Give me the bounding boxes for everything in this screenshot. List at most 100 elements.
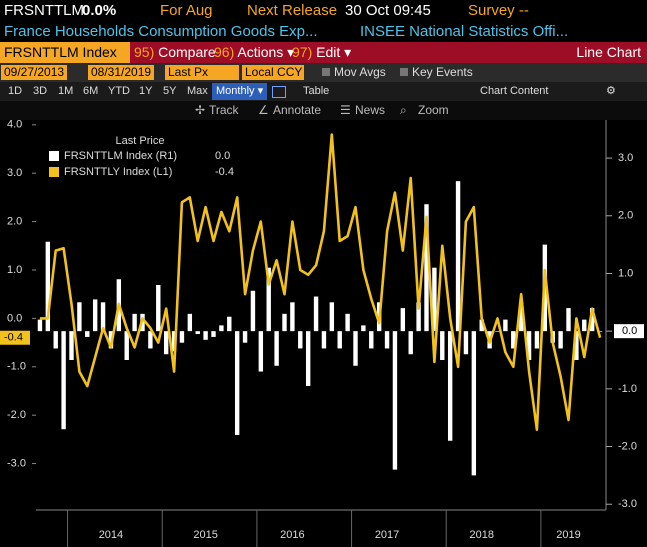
legend-label: FRSNTTLY Index (L1) [64, 166, 172, 178]
start-date[interactable]: 09/27/2013 [1, 65, 68, 80]
bar [148, 331, 153, 349]
last-value-label: -0.4 [4, 332, 23, 344]
menu-label: Compare [158, 44, 216, 60]
y-tick-label: 3.0 [7, 167, 22, 179]
tool-icon: ☰ [340, 103, 351, 117]
bar [440, 331, 445, 360]
x-tick-label: 2014 [99, 529, 123, 541]
bar [100, 302, 106, 332]
bar [53, 331, 58, 349]
bar [345, 313, 350, 332]
bar [369, 331, 374, 349]
menu-label: Edit ▾ [316, 44, 352, 60]
bar [313, 296, 319, 332]
y2-tick-label: 2.0 [618, 210, 633, 222]
checkbox[interactable] [400, 68, 408, 76]
bar [589, 308, 595, 332]
table-button[interactable]: Table [303, 85, 330, 97]
menu[interactable]: 97) Edit ▾ [292, 42, 351, 63]
bar [416, 302, 421, 332]
next-release-label: Next Release [247, 2, 338, 19]
bar [171, 331, 177, 352]
tool[interactable]: News [355, 103, 386, 117]
bar [45, 241, 51, 332]
tool-icon: ✢ [195, 103, 206, 117]
period-button[interactable]: 6M [83, 85, 99, 97]
bar [290, 302, 295, 332]
bar [132, 313, 137, 332]
bar [518, 302, 524, 332]
description: France Households Consumption Goods Exp.… [4, 23, 318, 40]
menu[interactable]: 95) Compare [134, 42, 216, 63]
chart: 4.0 3.0 2.0 1.0 0.0 -1.0 -2.0 -3.0 3.0 2.0 1.0 0.0 -… [0, 120, 647, 547]
bar [258, 331, 264, 372]
y2-tick-label: 1.0 [618, 267, 633, 279]
tool[interactable]: Track [209, 103, 239, 117]
frequency[interactable]: Monthly ▾ [212, 83, 268, 100]
change: 0.0% [82, 2, 117, 19]
menu[interactable]: 96) Actions ▾ [214, 42, 294, 63]
option: Mov Avgs [334, 65, 386, 79]
bar [282, 313, 287, 332]
tool-icon: ⌕ [400, 103, 407, 117]
y-tick-label: 4.0 [7, 120, 22, 131]
bar [471, 331, 477, 476]
currency[interactable]: Local CCY [242, 65, 304, 80]
last-value-flag [614, 324, 644, 339]
y-tick-label: 2.0 [7, 216, 22, 228]
bar [250, 290, 256, 332]
bar [384, 331, 390, 349]
bar [61, 331, 66, 430]
bar [424, 204, 429, 332]
tool[interactable]: Annotate [273, 103, 322, 117]
end-date[interactable]: 08/31/2019 [88, 65, 155, 80]
bar [337, 331, 342, 349]
header-bar: FRSNTTLM 0.0% For Aug Next Release 30 Oc… [0, 0, 647, 21]
view[interactable]: Line Chart [576, 44, 641, 60]
bar [108, 331, 114, 349]
period-button[interactable]: Max [187, 85, 208, 97]
period-button[interactable]: 5Y [163, 85, 177, 97]
legend-title: Last Price [116, 135, 165, 147]
bar [195, 331, 200, 335]
settings-icon[interactable]: ⚙ [606, 85, 616, 97]
bar [266, 267, 271, 332]
bar [558, 331, 563, 349]
bar [455, 181, 461, 332]
chart-icon[interactable] [272, 86, 286, 98]
bar [298, 331, 303, 349]
bar [163, 331, 169, 355]
period-button[interactable]: 3D [33, 85, 48, 97]
bar [361, 325, 366, 332]
legend-swatch [49, 167, 59, 177]
toolbar: FRSNTTLM Index 95) Compare 96) Actions ▾… [0, 42, 647, 63]
ticker: FRSNTTLM [4, 2, 84, 19]
period: For Aug [160, 2, 213, 19]
period-button[interactable]: 1D [8, 85, 23, 97]
field[interactable]: Last Px [165, 65, 239, 80]
chart-content[interactable]: Chart Content [480, 85, 549, 97]
period-button[interactable]: 1M [58, 85, 74, 97]
line [39, 133, 602, 431]
bar [179, 331, 185, 343]
period-button[interactable]: 1Y [139, 85, 153, 97]
x-tick-label: 2018 [469, 529, 493, 541]
bar [392, 331, 398, 470]
menu-num: 97) [292, 44, 313, 60]
bar [77, 302, 82, 332]
tool-bar: ✢ Track ∠ Annotate ☰ News ⌕ Zoom [0, 101, 647, 120]
tool-icon: ∠ [258, 103, 269, 117]
bar [447, 331, 453, 441]
checkbox[interactable] [322, 68, 330, 76]
bar [432, 267, 437, 332]
x-tick-label: 2017 [375, 529, 399, 541]
bar [124, 331, 129, 360]
security[interactable]: FRSNTTLM Index [0, 42, 130, 63]
y2-tick-label: 3.0 [618, 152, 633, 164]
last-value-label: 0.0 [622, 325, 637, 337]
period-button[interactable]: YTD [108, 85, 130, 97]
tool[interactable]: Zoom [418, 103, 449, 117]
bar [408, 331, 413, 355]
bar [85, 331, 90, 337]
